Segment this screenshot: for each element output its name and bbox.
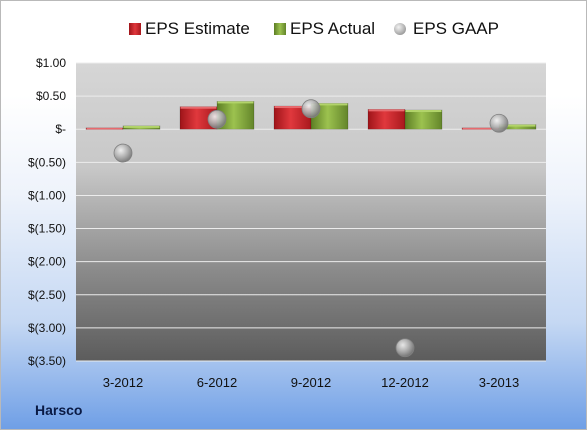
bar-eps-actual [404, 109, 443, 130]
gaap-points [113, 99, 509, 358]
bar-eps-estimate-highlight [180, 106, 217, 109]
x-tick-label: 12-2012 [381, 375, 429, 390]
x-axis-ticks: 3-2012 6-2012 9-2012 12-2012 3-2013 [103, 375, 519, 390]
legend-swatch-estimate [129, 23, 141, 35]
company-name: Harsco [35, 402, 83, 418]
y-tick-label: $1.00 [36, 56, 66, 70]
point-eps-gaap [395, 338, 415, 358]
bar-eps-actual-highlight [217, 101, 254, 104]
bar-eps-estimate-highlight [86, 127, 123, 130]
y-axis-ticks: $1.00 $0.50 $- $(0.50) $(1.00) $(1.50) $(2.00)… [28, 56, 66, 368]
bar-eps-actual-highlight [499, 124, 536, 127]
point-eps-gaap [113, 143, 133, 163]
point-eps-gaap [207, 109, 227, 129]
bars [85, 101, 537, 130]
y-tick-label: $(0.50) [28, 155, 66, 169]
bar-eps-actual-highlight [311, 103, 348, 106]
bar-eps-estimate-highlight [462, 127, 499, 130]
legend-label-gaap: EPS GAAP [413, 19, 499, 38]
x-tick-label: 6-2012 [197, 375, 237, 390]
bar-eps-estimate [367, 109, 406, 130]
x-tick-label: 9-2012 [291, 375, 331, 390]
legend: EPS Estimate EPS Actual EPS GAAP [1, 18, 586, 40]
point-eps-gaap [301, 99, 321, 119]
bar-eps-actual-highlight [405, 110, 442, 113]
bar-eps-actual-highlight [123, 125, 160, 128]
y-tick-label: $- [55, 122, 66, 136]
x-tick-label: 3-2013 [479, 375, 519, 390]
bar-eps-estimate-highlight [274, 106, 311, 109]
point-eps-gaap [489, 113, 509, 133]
y-tick-label: $(2.00) [28, 255, 66, 269]
y-tick-label: $(3.00) [28, 321, 66, 335]
bar-eps-estimate-highlight [368, 109, 405, 112]
legend-swatch-gaap [394, 23, 406, 35]
y-tick-label: $(1.00) [28, 188, 66, 202]
x-tick-label: 3-2012 [103, 375, 143, 390]
y-tick-label: $(2.50) [28, 288, 66, 302]
legend-label-actual: EPS Actual [290, 19, 376, 38]
y-tick-label: $(1.50) [28, 222, 66, 236]
y-tick-label: $(3.50) [28, 354, 66, 368]
legend-swatch-actual [274, 23, 286, 35]
gridlines [76, 62, 546, 362]
y-tick-label: $0.50 [36, 89, 66, 103]
legend-label-estimate: EPS Estimate [145, 19, 250, 38]
